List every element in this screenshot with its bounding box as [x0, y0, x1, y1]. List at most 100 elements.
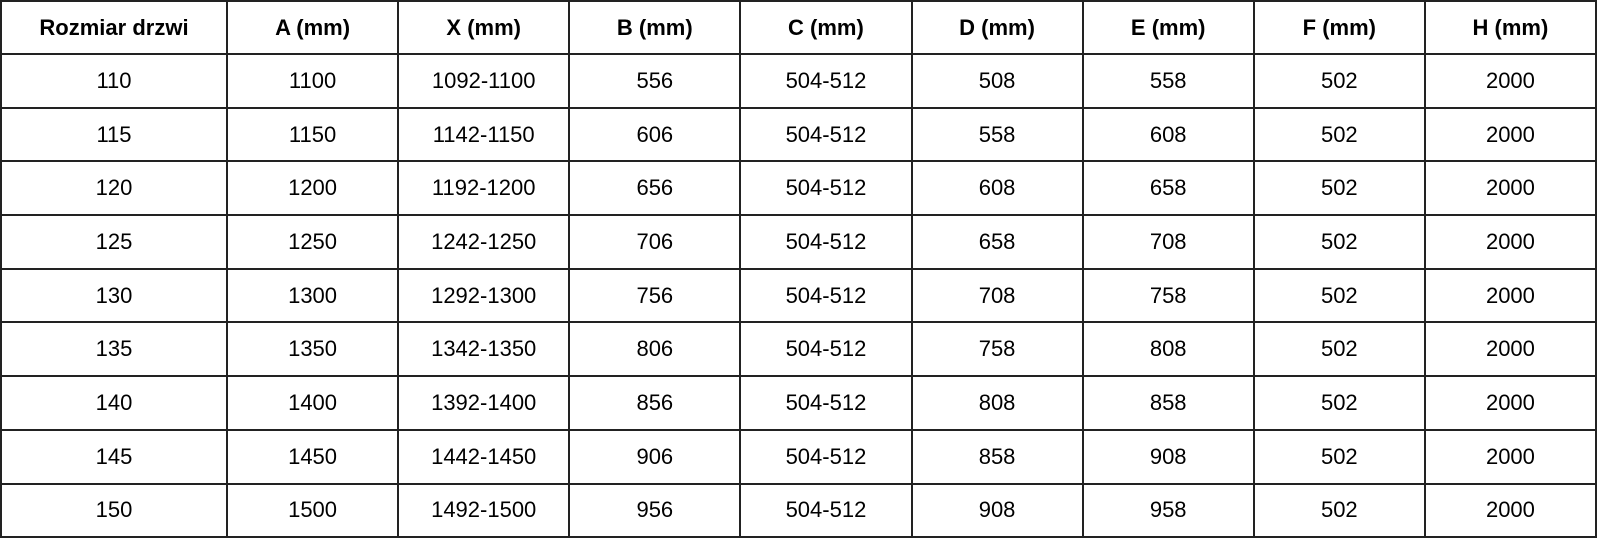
table-cell: 856: [568, 375, 742, 431]
table-cell: 1292-1300: [397, 267, 571, 324]
table-cell: 558: [1081, 53, 1255, 109]
table-cell: 2000: [1423, 321, 1598, 378]
column-header: D (mm): [910, 0, 1084, 55]
table-cell: 756: [568, 267, 742, 324]
table-cell: 706: [568, 214, 742, 270]
table-cell: 808: [1081, 321, 1255, 378]
column-header: X (mm): [397, 0, 571, 55]
table-cell: 2000: [1423, 482, 1598, 539]
table-cell: 2000: [1423, 267, 1598, 324]
table-cell: 1400: [225, 375, 400, 431]
table-cell: 504-512: [739, 267, 913, 324]
table-cell: 502: [1252, 375, 1426, 431]
table-cell: 758: [1081, 267, 1255, 324]
table-cell: 2000: [1423, 106, 1598, 163]
table-row: 145 1450 1442-1450 906 504-512 858 908 502 2000: [0, 428, 1598, 485]
table-cell: 1350: [225, 321, 400, 378]
table-cell: 1450: [225, 428, 400, 485]
table-cell: 2000: [1423, 160, 1598, 217]
table-row: 130 1300 1292-1300 756 504-512 708 758 502 2000: [0, 267, 1598, 324]
table-cell: 808: [910, 375, 1084, 431]
column-header: Rozmiar drzwi: [0, 0, 228, 55]
column-header: C (mm): [739, 0, 913, 55]
table-cell: 502: [1252, 214, 1426, 270]
table-cell: 130: [0, 267, 228, 324]
table-row: 125 1250 1242-1250 706 504-512 658 708 502 2000: [0, 214, 1598, 270]
table-cell: 508: [910, 53, 1084, 109]
table-cell: 758: [910, 321, 1084, 378]
table-cell: 608: [1081, 106, 1255, 163]
table-cell: 1250: [225, 214, 400, 270]
table-cell: 606: [568, 106, 742, 163]
table-cell: 1342-1350: [397, 321, 571, 378]
table-cell: 858: [1081, 375, 1255, 431]
table-cell: 708: [910, 267, 1084, 324]
table-cell: 708: [1081, 214, 1255, 270]
column-header: B (mm): [568, 0, 742, 55]
table-cell: 908: [910, 482, 1084, 539]
table-cell: 558: [910, 106, 1084, 163]
table-cell: 906: [568, 428, 742, 485]
table-cell: 656: [568, 160, 742, 217]
table-cell: 956: [568, 482, 742, 539]
column-header: A (mm): [225, 0, 400, 55]
table-cell: 1100: [225, 53, 400, 109]
table-cell: 145: [0, 428, 228, 485]
table-cell: 1300: [225, 267, 400, 324]
header-row: Rozmiar drzwi A (mm) X (mm) B (mm) C (mm) D (…: [0, 0, 1598, 55]
table-cell: 135: [0, 321, 228, 378]
table-cell: 110: [0, 53, 228, 109]
table-row: 120 1200 1192-1200 656 504-512 608 658 502 2000: [0, 160, 1598, 217]
table-cell: 1242-1250: [397, 214, 571, 270]
table-cell: 2000: [1423, 428, 1598, 485]
table-cell: 502: [1252, 482, 1426, 539]
table-cell: 502: [1252, 106, 1426, 163]
table-row: 115 1150 1142-1150 606 504-512 558 608 502 2000: [0, 106, 1598, 163]
table-cell: 1092-1100: [397, 53, 571, 109]
table-cell: 1200: [225, 160, 400, 217]
table-cell: 608: [910, 160, 1084, 217]
table-cell: 504-512: [739, 428, 913, 485]
table-cell: 502: [1252, 53, 1426, 109]
column-header: E (mm): [1081, 0, 1255, 55]
table-row: 150 1500 1492-1500 956 504-512 908 958 502 2000: [0, 482, 1598, 539]
table-cell: 502: [1252, 160, 1426, 217]
table-cell: 504-512: [739, 375, 913, 431]
table-cell: 1492-1500: [397, 482, 571, 539]
table-cell: 504-512: [739, 321, 913, 378]
table-cell: 806: [568, 321, 742, 378]
table-cell: 1142-1150: [397, 106, 571, 163]
table-cell: 502: [1252, 267, 1426, 324]
table-cell: 908: [1081, 428, 1255, 485]
table-cell: 502: [1252, 428, 1426, 485]
table-cell: 502: [1252, 321, 1426, 378]
table-cell: 125: [0, 214, 228, 270]
table-cell: 1150: [225, 106, 400, 163]
table-cell: 658: [910, 214, 1084, 270]
table-cell: 556: [568, 53, 742, 109]
table-cell: 2000: [1423, 214, 1598, 270]
table-cell: 1192-1200: [397, 160, 571, 217]
table-cell: 1500: [225, 482, 400, 539]
table-cell: 504-512: [739, 214, 913, 270]
table-cell: 504-512: [739, 53, 913, 109]
table-cell: 140: [0, 375, 228, 431]
table-cell: 504-512: [739, 160, 913, 217]
table-cell: 958: [1081, 482, 1255, 539]
table-cell: 2000: [1423, 375, 1598, 431]
table-cell: 120: [0, 160, 228, 217]
column-header: F (mm): [1252, 0, 1426, 55]
table-cell: 2000: [1423, 53, 1598, 109]
table-cell: 504-512: [739, 106, 913, 163]
table-cell: 504-512: [739, 482, 913, 539]
table-row: 140 1400 1392-1400 856 504-512 808 858 502 2000: [0, 375, 1598, 431]
table-cell: 1392-1400: [397, 375, 571, 431]
table-cell: 658: [1081, 160, 1255, 217]
table-cell: 1442-1450: [397, 428, 571, 485]
table-row: 135 1350 1342-1350 806 504-512 758 808 502 2000: [0, 321, 1598, 378]
table-cell: 115: [0, 106, 228, 163]
table-cell: 858: [910, 428, 1084, 485]
table-row: 110 1100 1092-1100 556 504-512 508 558 502 2000: [0, 53, 1598, 109]
column-header: H (mm): [1423, 0, 1598, 55]
